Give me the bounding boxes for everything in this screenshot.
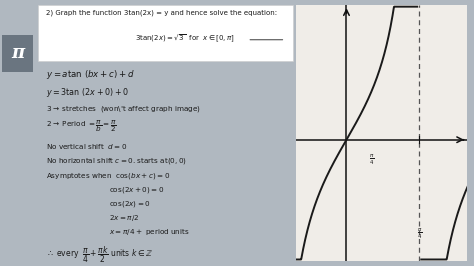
- FancyBboxPatch shape: [38, 5, 293, 61]
- Text: $2\rightarrow$ Period $=\dfrac{\pi}{b}=\dfrac{\pi}{2}$: $2\rightarrow$ Period $=\dfrac{\pi}{b}=\…: [46, 118, 117, 134]
- Text: $3\rightarrow$ stretches  (won\'t affect graph image): $3\rightarrow$ stretches (won\'t affect …: [46, 104, 201, 114]
- Text: $\therefore$ every  $\dfrac{\pi}{4}+\dfrac{\pi k}{2}$ units $k\in\mathbb{Z}$: $\therefore$ every $\dfrac{\pi}{4}+\dfra…: [46, 245, 153, 265]
- Text: $\frac{\pi}{4}$: $\frac{\pi}{4}$: [417, 226, 422, 240]
- FancyBboxPatch shape: [2, 35, 33, 72]
- Text: 2) Graph the function 3tan(2x) = y and hence solve the equation:: 2) Graph the function 3tan(2x) = y and h…: [46, 9, 277, 16]
- Text: $\cos(2x)=0$: $\cos(2x)=0$: [109, 199, 151, 209]
- Text: $\cos(2x+0)=0$: $\cos(2x+0)=0$: [109, 185, 164, 195]
- Text: $2x=\pi/2$: $2x=\pi/2$: [109, 213, 139, 223]
- Text: $y = 3\tan\,(2x+0)+0$: $y = 3\tan\,(2x+0)+0$: [46, 86, 128, 99]
- Text: $3\tan(2x) = \sqrt{3}$  for  $x \in [0,\pi]$: $3\tan(2x) = \sqrt{3}$ for $x \in [0,\pi…: [135, 32, 235, 44]
- Text: No horizontal shift $c=0$. starts at$(0,0)$: No horizontal shift $c=0$. starts at$(0,…: [46, 156, 187, 166]
- Text: Asymptotes when  $\cos(bx+c)=0$: Asymptotes when $\cos(bx+c)=0$: [46, 171, 170, 181]
- Text: π: π: [11, 44, 24, 62]
- Text: No vertical shift  $d=0$: No vertical shift $d=0$: [46, 142, 127, 151]
- Text: $\frac{\pi}{4}$: $\frac{\pi}{4}$: [369, 152, 374, 167]
- Text: $y = a\tan\,(bx+c)+d$: $y = a\tan\,(bx+c)+d$: [46, 68, 135, 81]
- Text: $x=\pi/4+$ period units: $x=\pi/4+$ period units: [109, 227, 190, 237]
